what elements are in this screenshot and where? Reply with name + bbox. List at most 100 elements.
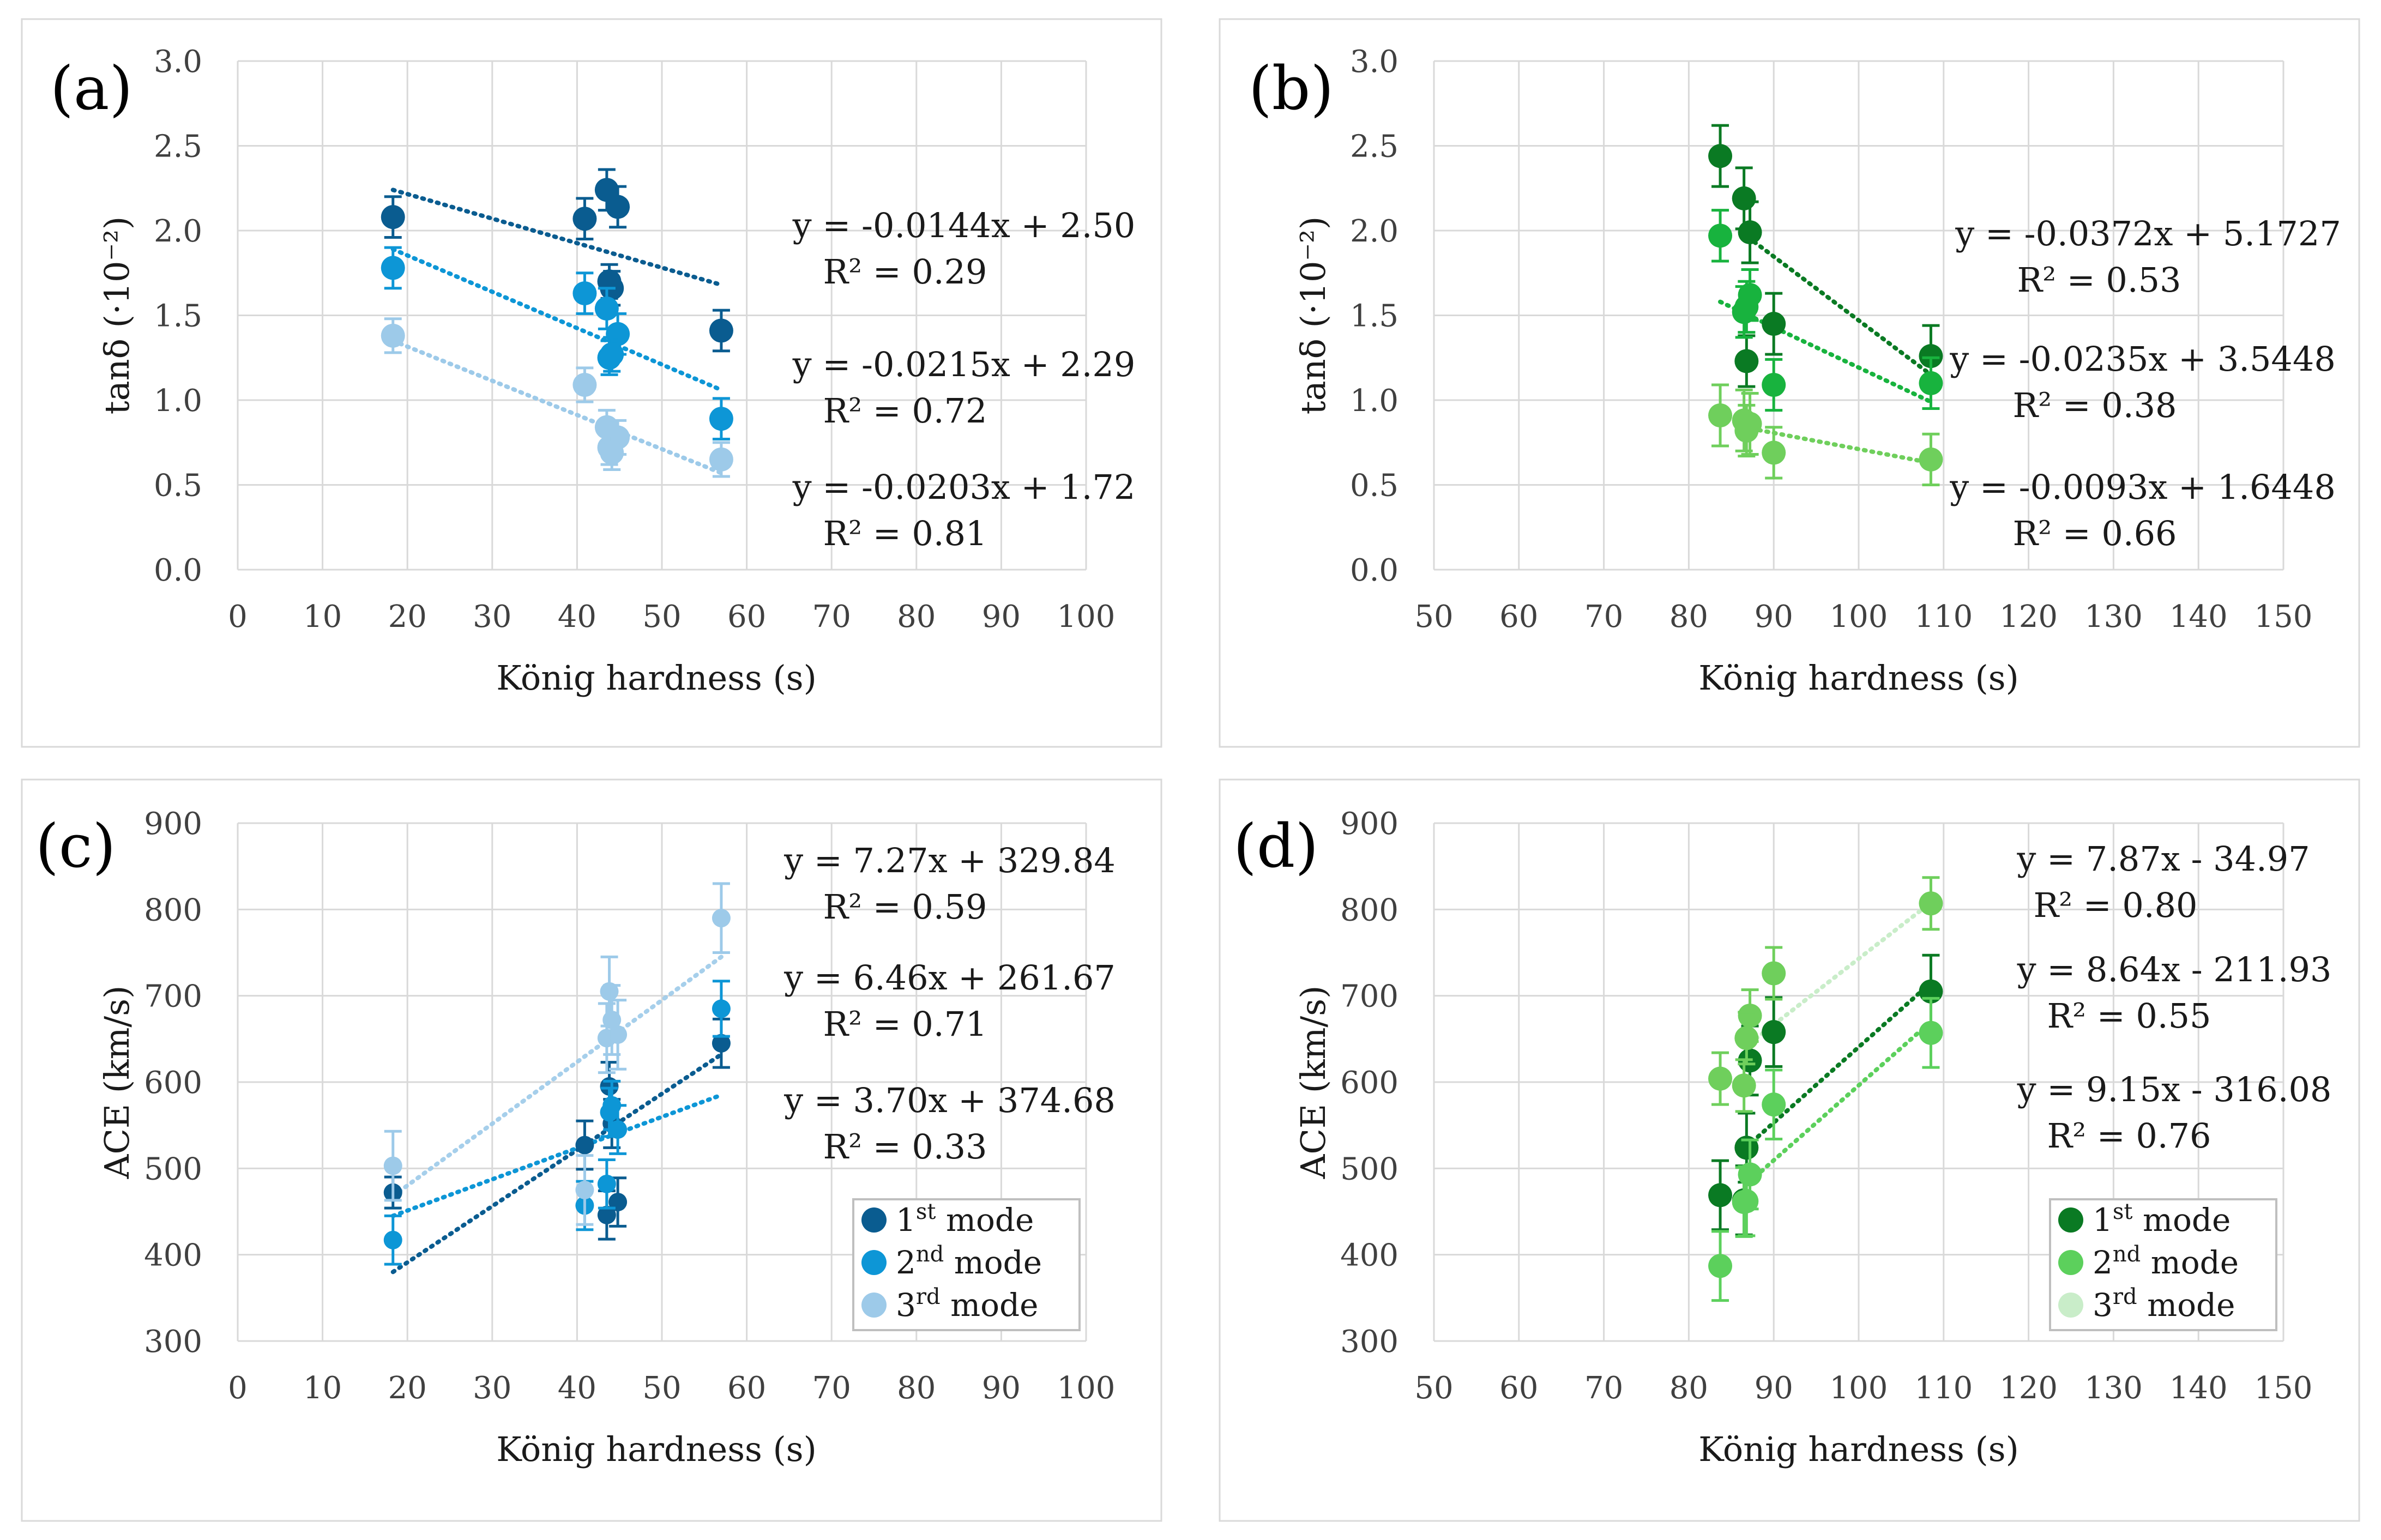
data-point [1919, 1020, 1943, 1045]
y-tick-label: 2.5 [1350, 129, 1399, 165]
data-point [383, 1156, 402, 1175]
trendline-1 [1744, 980, 1933, 1149]
data-point [608, 1193, 628, 1212]
trend-equation: y = 6.46x + 261.67 [783, 958, 1116, 998]
y-axis-title: ACE (km/s) [1293, 986, 1333, 1180]
y-tick-label: 800 [1340, 892, 1399, 928]
data-point [602, 1011, 622, 1029]
x-tick-label: 0 [228, 1370, 248, 1406]
x-axis-title: König hardness (s) [496, 1429, 817, 1469]
y-axis-title: ACE (km/s) [97, 986, 137, 1180]
data-point [709, 318, 733, 343]
y-tick-label: 1.5 [154, 299, 202, 334]
y-tick-label: 400 [1340, 1238, 1399, 1273]
x-tick-label: 120 [1999, 1370, 2058, 1406]
x-tick-label: 60 [727, 1370, 766, 1406]
x-tick-label: 50 [1414, 599, 1453, 635]
legend-entry: 2nd mode [896, 1242, 1042, 1281]
data-point [381, 323, 405, 348]
legend-entry: 1st mode [896, 1199, 1034, 1239]
data-point [1762, 312, 1786, 336]
x-axis-title: König hardness (s) [496, 658, 817, 698]
chart-panel-c: 0 10 20 30 40 50 60 70 80 90 100 300 400 500 600 700 800… [21, 778, 1162, 1522]
data-point [1734, 1136, 1759, 1160]
data-point [575, 1180, 594, 1199]
x-tick-label: 100 [1057, 599, 1116, 635]
x-tick-label: 90 [1755, 599, 1793, 635]
data-point [712, 909, 731, 928]
data-point [712, 1034, 731, 1053]
data-point [1708, 224, 1733, 248]
r-squared: R² = 0.66 [2013, 514, 2177, 553]
x-tick-label: 60 [727, 599, 766, 635]
data-point [1762, 440, 1786, 465]
data-point [600, 342, 624, 367]
data-point [709, 407, 733, 431]
x-tick-label: 30 [473, 1370, 511, 1406]
x-tick-label: 10 [303, 599, 342, 635]
data-point [1762, 1020, 1786, 1044]
trendline-2 [1747, 1019, 1933, 1184]
x-tick-label: 80 [897, 599, 936, 635]
data-point [575, 1136, 594, 1155]
data-point [594, 297, 619, 321]
panel-frame [1219, 778, 2360, 1522]
trendline-1 [390, 1052, 724, 1275]
data-point [1708, 1066, 1733, 1091]
data-point [1738, 1004, 1762, 1028]
x-tick-label: 130 [2084, 599, 2143, 635]
legend-marker [861, 1293, 887, 1318]
trend-equation: y = -0.0093x + 1.6448 [1949, 467, 2336, 507]
x-tick-label: 20 [388, 1370, 427, 1406]
x-tick-label: 0 [228, 599, 248, 635]
x-tick-label: 80 [1669, 1370, 1708, 1406]
trend-equation: y = 7.27x + 329.84 [783, 841, 1116, 880]
data-point [1732, 1073, 1756, 1098]
r-squared: R² = 0.38 [2013, 385, 2177, 425]
x-tick-label: 80 [1669, 599, 1708, 635]
y-tick-label: 700 [1340, 979, 1399, 1014]
x-tick-label: 110 [1914, 599, 1973, 635]
x-tick-label: 50 [642, 599, 681, 635]
x-tick-label: 140 [2169, 1370, 2228, 1406]
x-tick-label: 150 [2255, 1370, 2313, 1406]
panel-label: (d) [1233, 811, 1318, 881]
r-squared: R² = 0.72 [823, 391, 987, 431]
legend-marker [861, 1207, 887, 1233]
trendline-1 [390, 188, 724, 287]
data-point [381, 205, 405, 230]
x-tick-label: 70 [1584, 599, 1623, 635]
x-tick-label: 100 [1057, 1370, 1116, 1406]
data-point [1734, 294, 1759, 319]
data-point [1762, 1092, 1786, 1117]
data-point [1708, 403, 1733, 427]
r-squared: R² = 0.81 [823, 514, 987, 553]
x-tick-label: 90 [982, 599, 1021, 635]
x-tick-label: 70 [812, 1370, 851, 1406]
y-axis-title: tanδ (·10⁻²) [1293, 216, 1333, 414]
y-tick-label: 600 [144, 1065, 202, 1101]
y-tick-label: 500 [1340, 1151, 1399, 1187]
trendline-3 [1747, 900, 1933, 1046]
y-tick-label: 2.0 [1350, 214, 1399, 249]
x-axis-title: König hardness (s) [1698, 1429, 2019, 1469]
x-tick-label: 40 [558, 1370, 596, 1406]
data-point [1708, 1254, 1733, 1278]
r-squared: R² = 0.53 [2017, 260, 2181, 300]
x-tick-label: 140 [2169, 599, 2228, 635]
trendline-1 [1746, 235, 1933, 377]
r-squared: R² = 0.33 [823, 1127, 987, 1167]
data-point [602, 1096, 622, 1115]
data-point [1762, 373, 1786, 397]
x-tick-label: 10 [303, 1370, 342, 1406]
data-point [1919, 344, 1943, 369]
data-point [1919, 447, 1943, 472]
r-squared: R² = 0.71 [823, 1004, 987, 1044]
data-point [572, 207, 597, 231]
data-point [1708, 1183, 1733, 1207]
x-tick-label: 60 [1499, 1370, 1538, 1406]
y-tick-label: 1.0 [1350, 383, 1399, 419]
data-point [572, 281, 597, 306]
y-tick-label: 900 [1340, 806, 1399, 842]
